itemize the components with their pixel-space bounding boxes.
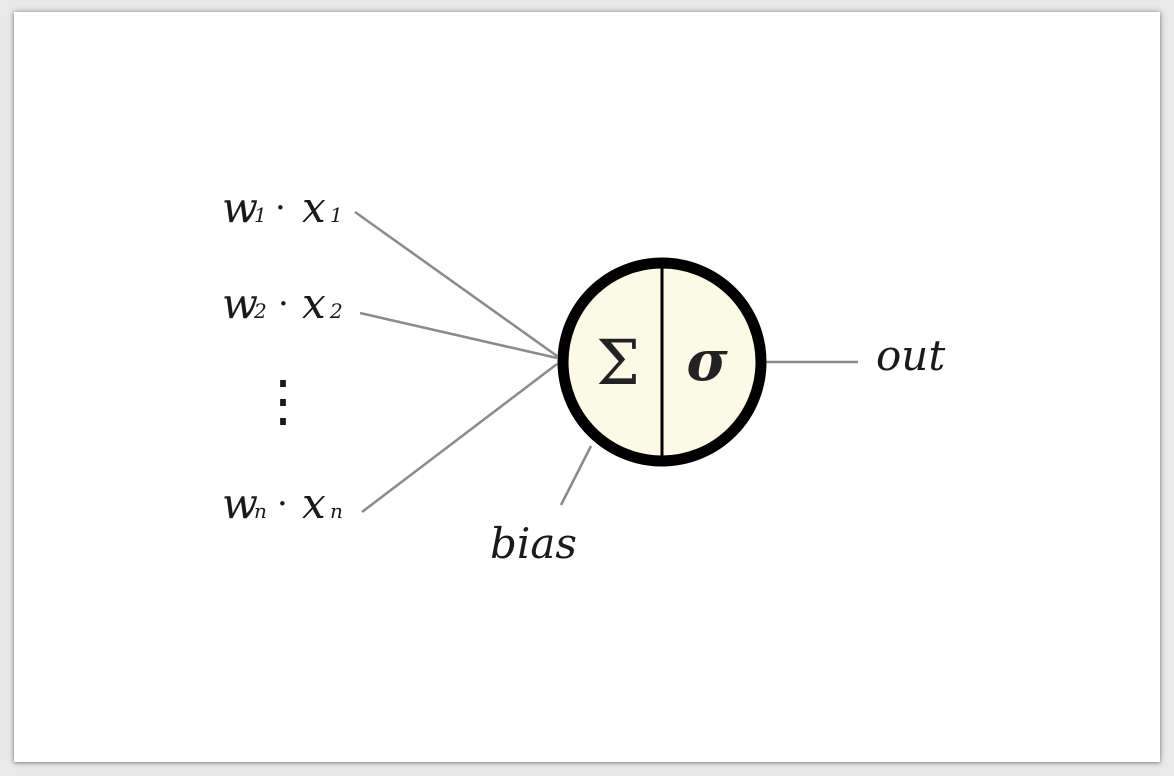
input-2: x xyxy=(302,279,326,328)
dot-operator-1: · xyxy=(275,188,286,228)
input-line-1 xyxy=(354,210,558,358)
sum-symbol: Σ xyxy=(596,326,640,399)
input-line-2 xyxy=(359,311,558,360)
vertical-ellipsis: ⋮ xyxy=(255,369,311,434)
input-label-n: w n · x n xyxy=(222,479,343,528)
weight-1-subscript: 1 xyxy=(254,203,267,227)
input-2-subscript: 2 xyxy=(329,299,343,323)
bias-label: bias xyxy=(490,519,577,568)
bias-line xyxy=(559,445,593,506)
weight-2-subscript: 2 xyxy=(253,299,267,323)
input-n: x xyxy=(302,479,326,528)
dot-operator-2: · xyxy=(278,284,289,324)
weight-n-subscript: n xyxy=(254,499,267,523)
input-label-1: w 1 · x 1 xyxy=(222,183,343,232)
dot-operator-n: · xyxy=(277,484,288,524)
input-label-2: w 2 · x 2 xyxy=(222,279,343,328)
input-1-subscript: 1 xyxy=(330,203,343,227)
activation-symbol: σ xyxy=(686,328,728,394)
input-line-n xyxy=(361,363,558,513)
weight-1: w xyxy=(222,183,258,232)
output-label: out xyxy=(876,331,945,380)
input-n-subscript: n xyxy=(330,499,343,523)
input-1: x xyxy=(302,183,326,232)
weight-2: w xyxy=(222,279,258,328)
weight-n: w xyxy=(222,479,258,528)
